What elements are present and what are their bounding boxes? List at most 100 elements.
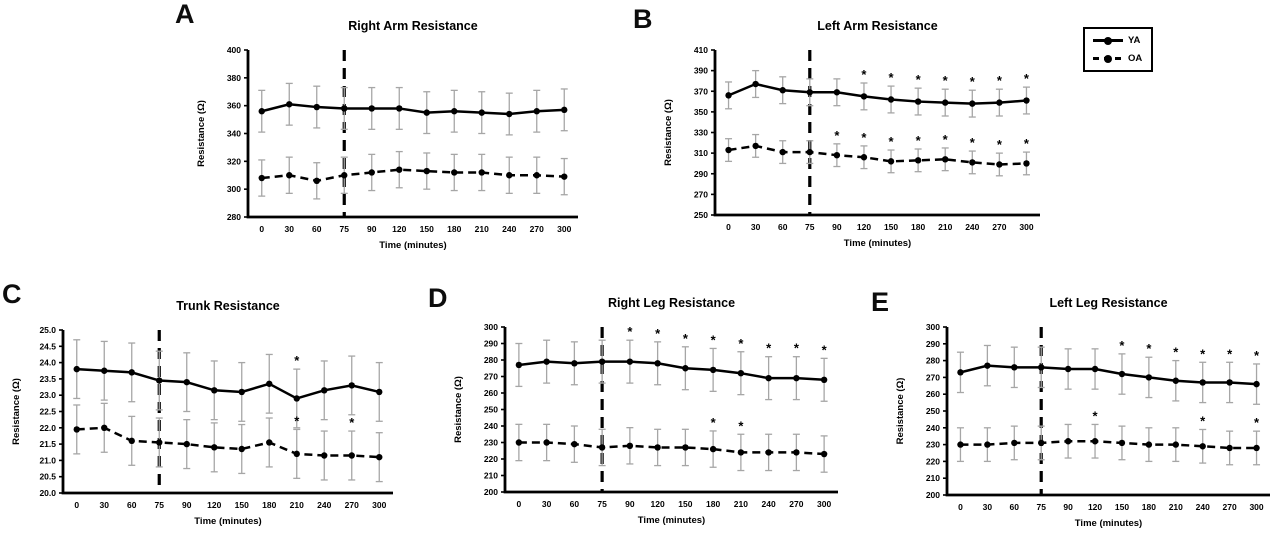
x-tick-label: 300 xyxy=(1249,502,1263,512)
y-tick-label: 23.5 xyxy=(39,374,56,384)
data-marker xyxy=(1145,374,1153,381)
y-tick-label: 410 xyxy=(694,45,708,55)
axes xyxy=(945,327,1270,497)
axes xyxy=(713,50,1040,217)
data-marker xyxy=(396,166,403,173)
data-marker xyxy=(969,159,976,166)
x-tick-label: 240 xyxy=(965,222,979,232)
ya-solid-line-icon xyxy=(1093,36,1123,45)
data-marker xyxy=(709,366,717,374)
data-marker xyxy=(984,362,991,369)
data-marker xyxy=(1172,377,1179,384)
significance-marker: * xyxy=(349,415,355,430)
y-tick-label: 290 xyxy=(926,339,940,349)
x-tick-label: 60 xyxy=(1010,502,1020,512)
data-marker xyxy=(506,110,513,118)
data-marker xyxy=(887,158,895,165)
x-tick-label: 150 xyxy=(884,222,898,232)
chart-canvas-left-arm: Left Arm Resistance Resistance (Ω) Time (m… xyxy=(663,19,1040,249)
y-tick-label: 220 xyxy=(484,454,498,464)
legend-label-ya: YA xyxy=(1128,35,1141,46)
data-marker xyxy=(478,169,485,176)
x-tick-label: 120 xyxy=(207,500,221,510)
data-marker xyxy=(793,449,800,456)
significance-marker: * xyxy=(711,332,717,347)
panel-letter-d: D xyxy=(428,283,448,313)
data-marker xyxy=(73,426,80,433)
significance-marker: * xyxy=(655,326,661,341)
y-tick-label: 21.5 xyxy=(39,439,56,449)
data-marker xyxy=(725,92,732,99)
data-marker xyxy=(1038,364,1045,371)
data-marker xyxy=(423,109,430,116)
chart-canvas-trunk: Trunk Resistance Resistance (Ω) Time (minu… xyxy=(11,299,393,527)
y-tick-label: 240 xyxy=(926,423,940,433)
x-tick-label: 180 xyxy=(447,224,461,234)
data-marker xyxy=(957,369,964,376)
x-tick-label: 180 xyxy=(262,500,276,510)
y-tick-label: 370 xyxy=(694,86,708,96)
chart-title: Left Arm Resistance xyxy=(817,19,937,33)
legend-item-oa: OA xyxy=(1093,53,1142,64)
panel-letter-b: B xyxy=(633,4,653,34)
data-marker xyxy=(626,358,634,365)
data-marker xyxy=(313,177,320,185)
data-marker xyxy=(211,387,218,394)
y-axis-label: Resistance (Ω) xyxy=(453,376,464,443)
x-axis-label: Time (minutes) xyxy=(638,515,705,526)
oa-dashed-line-icon xyxy=(1093,54,1123,63)
x-tick-label: 270 xyxy=(345,500,359,510)
x-tick-label: 240 xyxy=(1196,502,1210,512)
chart-canvas-right-arm: Right Arm Resistance Resistance (Ω) Time (… xyxy=(196,19,578,251)
data-marker xyxy=(654,360,661,367)
data-marker xyxy=(969,100,976,107)
data-marker xyxy=(396,105,403,112)
y-tick-label: 280 xyxy=(484,355,498,365)
data-marker xyxy=(101,424,108,431)
axes xyxy=(503,327,838,494)
y-tick-label: 24.0 xyxy=(39,358,56,368)
data-marker xyxy=(451,108,458,115)
data-marker xyxy=(626,442,634,449)
data-marker xyxy=(293,395,300,402)
y-axis-label: Resistance (Ω) xyxy=(196,100,207,167)
y-tick-label: 320 xyxy=(227,156,241,166)
x-tick-label: 60 xyxy=(127,500,137,510)
series-line-ya xyxy=(261,103,565,116)
data-marker xyxy=(341,105,348,112)
data-marker xyxy=(543,358,550,365)
data-marker xyxy=(1023,97,1030,104)
y-tick-label: 280 xyxy=(926,356,940,366)
data-marker xyxy=(266,380,273,387)
chart-right-leg: D Right Leg Resistance Resistance (Ω) Time… xyxy=(425,278,865,534)
significance-marker: * xyxy=(916,133,922,148)
data-marker xyxy=(506,172,513,179)
data-marker xyxy=(1091,438,1099,445)
x-tick-label: 90 xyxy=(832,222,842,232)
x-tick-label: 0 xyxy=(74,500,79,510)
chart-left-arm: B Left Arm Resistance Resistance (Ω) Time … xyxy=(620,0,1080,266)
data-marker xyxy=(1038,439,1045,447)
chart-left-leg: E Left Leg Resistance Resistance (Ω) Time … xyxy=(865,278,1280,534)
x-tick-label: 0 xyxy=(259,224,264,234)
data-marker xyxy=(156,377,163,384)
y-tick-label: 340 xyxy=(227,129,241,139)
y-tick-label: 290 xyxy=(694,169,708,179)
data-marker xyxy=(1145,441,1153,448)
x-tick-label: 90 xyxy=(1063,502,1073,512)
data-marker xyxy=(128,437,135,445)
data-marker xyxy=(752,142,759,150)
data-marker xyxy=(1253,444,1260,452)
y-axis-label: Resistance (Ω) xyxy=(11,378,22,445)
data-marker xyxy=(348,452,355,459)
data-marker xyxy=(942,156,949,163)
y-tick-label: 260 xyxy=(926,389,940,399)
data-marker xyxy=(654,444,661,451)
data-marker xyxy=(1118,439,1126,447)
data-marker xyxy=(211,444,218,451)
data-marker xyxy=(942,99,949,106)
x-tick-label: 120 xyxy=(1088,502,1102,512)
data-marker xyxy=(238,445,245,453)
significance-marker: * xyxy=(1173,345,1179,360)
x-tick-label: 30 xyxy=(542,499,552,509)
